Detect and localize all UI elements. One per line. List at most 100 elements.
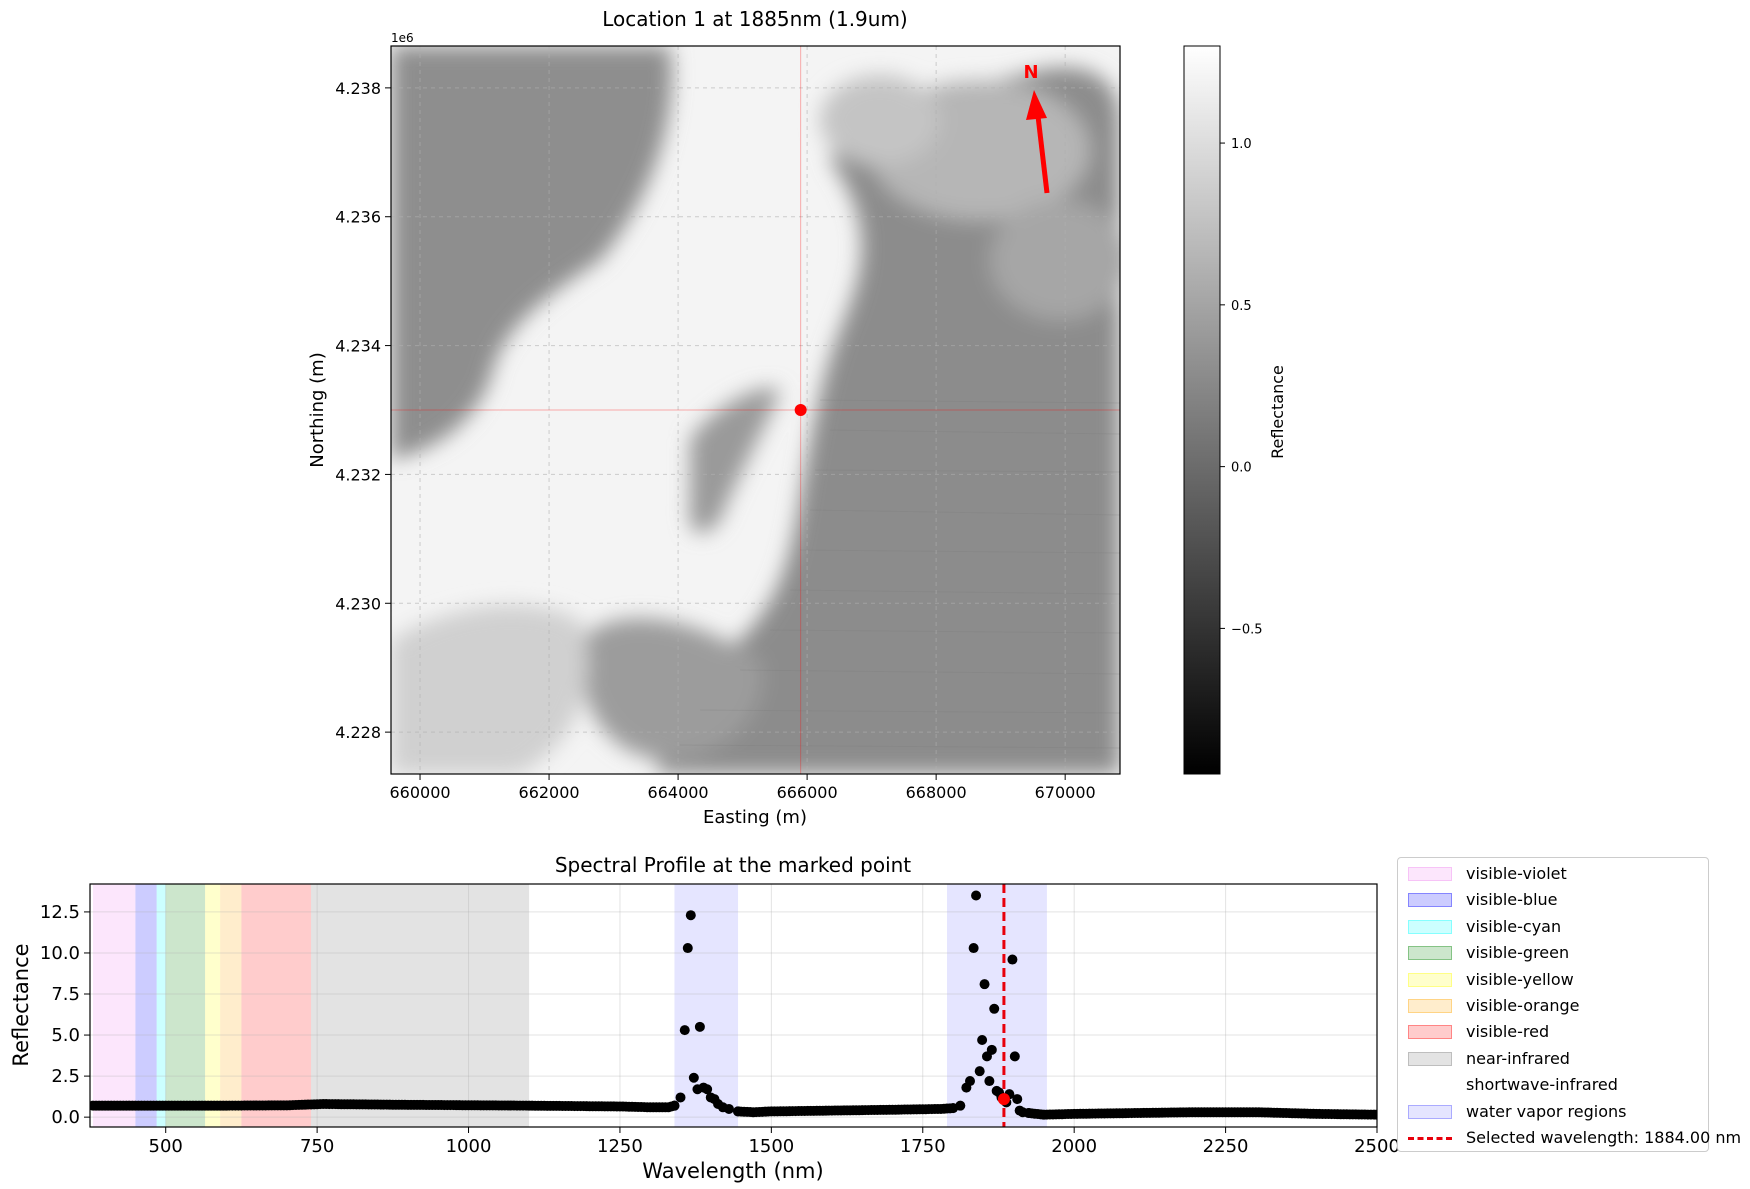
map-title: Location 1 at 1885nm (1.9um) <box>602 7 907 31</box>
spectrum-y-tick-label: 2.5 <box>51 1066 80 1087</box>
legend-entry: visible-orange <box>1398 993 1708 1019</box>
map-y-offset-label: 1e6 <box>391 31 414 45</box>
spectrum-point <box>971 890 982 901</box>
spectrum-x-tick-label: 750 <box>300 1136 334 1157</box>
spectrum-point <box>986 1044 997 1055</box>
colorbar-tick-label: −0.5 <box>1231 622 1263 637</box>
legend-swatch <box>1408 1025 1452 1040</box>
legend-label: visible-orange <box>1466 995 1580 1015</box>
legend-entry: visible-green <box>1398 940 1708 966</box>
legend-label: visible-violet <box>1466 864 1567 883</box>
spectrum-point <box>679 1025 690 1036</box>
spectrum-point <box>984 1076 995 1087</box>
spectrum-xlabel: Wavelength (nm) <box>642 1159 823 1183</box>
spectrum-point <box>1007 954 1018 965</box>
map-y-tick-label: 4.234 <box>335 337 381 356</box>
spectrum-point <box>1023 1108 1034 1119</box>
spectrum-point <box>979 979 990 990</box>
spectrum-x-tick-label: 2250 <box>1203 1136 1249 1157</box>
legend-swatch <box>1408 972 1452 987</box>
spectrum-x-tick-label: 1750 <box>900 1136 946 1157</box>
spectrum-x-ticks: 500 750 1000 1250 1500 1750 2000 2250 2500 <box>149 1127 1400 1157</box>
legend-label: Selected wavelength: 1884.00 nm <box>1466 1127 1742 1147</box>
region-visible-violet <box>93 884 136 1127</box>
legend-label: visible-red <box>1466 1022 1550 1042</box>
legend-swatch <box>1408 919 1452 934</box>
map-y-tick-label: 4.232 <box>335 465 381 484</box>
spectrum-x-tick-label: 2500 <box>1354 1136 1400 1157</box>
legend-entry: visible-blue <box>1398 887 1708 913</box>
spectrum-point <box>733 1106 744 1117</box>
legend-entry: water vapor regions <box>1398 1099 1708 1125</box>
map-xlabel: Easting (m) <box>703 807 807 828</box>
legend-swatch <box>1408 946 1452 961</box>
selected-point <box>997 1093 1010 1106</box>
region-visible-red <box>241 884 312 1127</box>
legend-entry: visible-cyan <box>1398 914 1708 940</box>
map-x-tick-label: 662000 <box>519 783 580 802</box>
colorbar-ticks: −0.5 0.0 0.5 1.0 <box>1220 137 1263 637</box>
legend-entry: near-infrared <box>1398 1046 1708 1072</box>
spectrum-x-tick-label: 500 <box>149 1136 183 1157</box>
legend-swatch <box>1408 1051 1452 1066</box>
spectrum-point <box>977 1034 988 1045</box>
legend-entry: visible-yellow <box>1398 967 1708 993</box>
legend-entry: shortwave-infrared <box>1398 1072 1708 1098</box>
map-x-tick-label: 660000 <box>389 783 450 802</box>
spectrum-legend: visible-violet visible-blue visible-cyan vi… <box>1397 857 1741 1152</box>
map-x-ticks: 660000 662000 664000 666000 668000 670000 <box>389 774 1096 802</box>
map-y-ticks: 4.228 4.230 4.232 4.234 4.236 4.238 <box>335 79 391 742</box>
spectrum-point <box>955 1100 966 1111</box>
spectrum-point <box>968 943 979 954</box>
legend-swatch <box>1408 1078 1452 1092</box>
north-arrow-icon <box>1026 90 1050 194</box>
legend-label: visible-green <box>1466 943 1570 963</box>
legend-label: visible-cyan <box>1466 916 1562 936</box>
region-near-infrared <box>311 884 530 1127</box>
spectrum-y-tick-label: 7.5 <box>51 984 80 1005</box>
region-visible-green <box>165 884 206 1127</box>
legend-entry: visible-red <box>1398 1019 1708 1045</box>
map-grid <box>391 46 1120 774</box>
spectrum-points <box>90 890 1377 1120</box>
spectrum-y-tick-label: 12.5 <box>40 902 80 923</box>
map-y-tick-label: 4.230 <box>335 594 381 613</box>
spectrum-y-tick-label: 10.0 <box>40 943 80 964</box>
spectral-regions <box>93 884 1047 1127</box>
colorbar <box>1183 45 1221 775</box>
spectrum-x-tick-label: 1500 <box>748 1136 794 1157</box>
legend-swatch <box>1408 893 1452 908</box>
spectrum-point <box>685 910 696 921</box>
legend-entry: visible-violet <box>1398 861 1708 887</box>
spectrum-point <box>688 1072 699 1083</box>
spectrum-x-tick-label: 2000 <box>1051 1136 1097 1157</box>
north-label: N <box>1023 62 1038 83</box>
legend-dashed-line <box>1408 1136 1452 1140</box>
region-visible-yellow <box>205 884 221 1127</box>
legend-label: water vapor regions <box>1466 1101 1627 1121</box>
spectrum-x-tick-label: 1000 <box>446 1136 492 1157</box>
spectrum-point <box>1372 1109 1377 1120</box>
region-visible-cyan <box>156 884 166 1127</box>
colorbar-tick-label: 1.0 <box>1231 137 1252 152</box>
legend-entry-selected-wavelength: Selected wavelength: 1884.00 nm <box>1398 1125 1741 1151</box>
spectrum-y-ticks: 0.0 2.5 5.0 7.5 10.0 12.5 <box>40 902 90 1128</box>
marked-point <box>794 404 807 416</box>
map-y-tick-label: 4.236 <box>335 208 381 227</box>
legend-label: visible-blue <box>1466 890 1558 910</box>
region-visible-blue <box>135 884 157 1127</box>
spectrum-y-tick-label: 5.0 <box>51 1025 80 1046</box>
legend-swatch <box>1408 998 1452 1013</box>
spectrum-x-tick-label: 1250 <box>597 1136 643 1157</box>
map-x-tick-label: 666000 <box>777 783 838 802</box>
legend-swatch <box>1408 1104 1452 1119</box>
map-image: N <box>391 46 1120 774</box>
spectrum-point <box>965 1076 976 1087</box>
legend-swatch <box>1408 867 1452 881</box>
spectrum-point <box>669 1100 680 1111</box>
colorbar-label: Reflectance <box>1268 365 1287 459</box>
spectrum-point <box>974 1066 985 1077</box>
spectrum-title: Spectral Profile at the marked point <box>555 853 911 877</box>
spectrum-point <box>702 1084 713 1095</box>
map-y-tick-label: 4.228 <box>335 723 381 742</box>
